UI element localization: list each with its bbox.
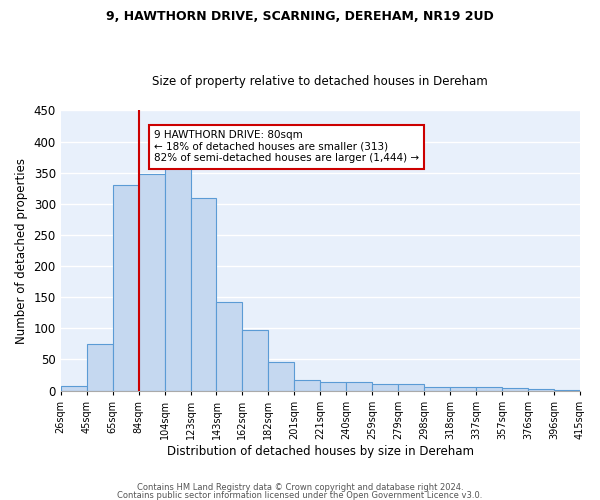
Bar xyxy=(164,164,191,390)
Bar xyxy=(346,382,372,390)
Bar xyxy=(476,388,502,390)
Text: Contains public sector information licensed under the Open Government Licence v3: Contains public sector information licen… xyxy=(118,490,482,500)
Text: Contains HM Land Registry data © Crown copyright and database right 2024.: Contains HM Land Registry data © Crown c… xyxy=(137,484,463,492)
Bar xyxy=(372,384,398,390)
Text: 9, HAWTHORN DRIVE, SCARNING, DEREHAM, NR19 2UD: 9, HAWTHORN DRIVE, SCARNING, DEREHAM, NR… xyxy=(106,10,494,23)
Bar xyxy=(398,384,424,390)
Bar xyxy=(502,388,528,390)
Bar xyxy=(113,185,139,390)
X-axis label: Distribution of detached houses by size in Dereham: Distribution of detached houses by size … xyxy=(167,444,474,458)
Title: Size of property relative to detached houses in Dereham: Size of property relative to detached ho… xyxy=(152,76,488,88)
Bar xyxy=(139,174,164,390)
Bar xyxy=(450,387,476,390)
Bar xyxy=(217,302,242,390)
Bar xyxy=(424,388,450,390)
Bar xyxy=(86,344,113,391)
Bar xyxy=(295,380,320,390)
Bar xyxy=(191,198,217,390)
Bar xyxy=(242,330,268,390)
Y-axis label: Number of detached properties: Number of detached properties xyxy=(15,158,28,344)
Bar xyxy=(268,362,295,390)
Bar xyxy=(61,386,86,390)
Text: 9 HAWTHORN DRIVE: 80sqm
← 18% of detached houses are smaller (313)
82% of semi-d: 9 HAWTHORN DRIVE: 80sqm ← 18% of detache… xyxy=(154,130,419,164)
Bar xyxy=(320,382,346,390)
